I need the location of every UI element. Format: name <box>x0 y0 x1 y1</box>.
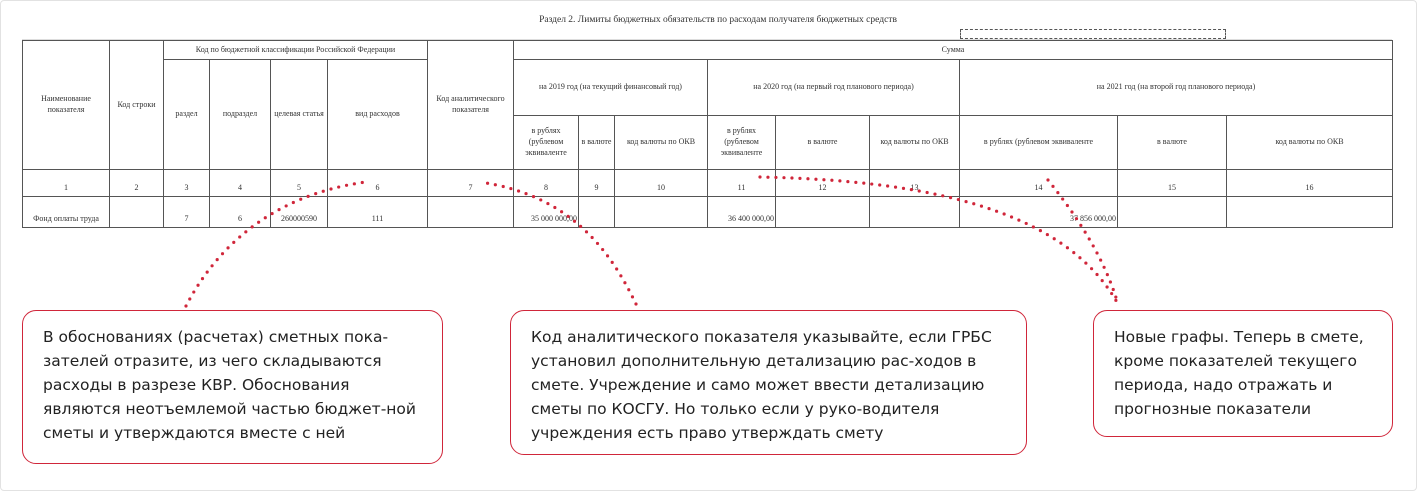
cell-vid: 111 <box>327 196 428 228</box>
header-name: Наименование показателя <box>22 40 110 170</box>
header-rub-2019: в рублях (рублевом эквиваленте <box>513 115 579 170</box>
connector-kvr <box>184 180 368 308</box>
cell-rub-2021: 37 856 000,00 <box>959 196 1118 228</box>
cell-razdel: 7 <box>163 196 210 228</box>
connector-analytic <box>478 180 638 306</box>
col-num: 15 <box>1117 169 1227 197</box>
header-2019: на 2019 год (на текущий финансовый год) <box>513 59 708 116</box>
table-row: Фонд оплаты труда 7 6 260000590 111 35 0… <box>22 196 1393 228</box>
header-podrazdel: подраздел <box>209 59 271 170</box>
header-okv-2021: код валюты по ОКВ <box>1226 115 1393 170</box>
cell-analytic <box>427 196 514 228</box>
column-numbers-row: 1 2 3 4 5 6 7 8 9 10 11 12 13 14 15 16 <box>22 169 1393 197</box>
blank-row <box>22 30 1392 40</box>
callout-new-columns: Новые графы. Теперь в смете, кроме показ… <box>1093 310 1393 437</box>
header-line-code: Код строки <box>109 40 164 170</box>
col-num: 13 <box>869 169 960 197</box>
cell-name: Фонд оплаты труда <box>22 196 110 228</box>
col-num: 4 <box>209 169 271 197</box>
header-razdel: раздел <box>163 59 210 170</box>
header-cur-2020: в валюте <box>775 115 870 170</box>
callout-analytic-code: Код аналитического показателя указывайте… <box>510 310 1027 455</box>
header-vid: вид расходов <box>327 59 428 170</box>
cell-podrazdel: 6 <box>209 196 271 228</box>
cell-code <box>109 196 164 228</box>
callout-kvr: В обоснованиях (расчетах) сметных пока-з… <box>22 310 443 464</box>
cell-cur-2019 <box>578 196 615 228</box>
cell-rub-2019: 35 000 000,00 <box>513 196 579 228</box>
header-2020: на 2020 год (на первый год планового пер… <box>707 59 960 116</box>
dashed-selection <box>960 29 1226 39</box>
col-num: 1 <box>22 169 110 197</box>
col-num: 16 <box>1226 169 1393 197</box>
connector-new-columns-b <box>1046 178 1120 306</box>
cell-rub-2020: 36 400 000,00 <box>707 196 776 228</box>
cell-target: 260000590 <box>270 196 328 228</box>
cell-okv-2020 <box>869 196 960 228</box>
section-title: Раздел 2. Лимиты бюджетных обязательств … <box>539 15 897 25</box>
cell-okv-2021 <box>1226 196 1393 228</box>
header-target: целевая статья <box>270 59 328 170</box>
cell-cur-2021 <box>1117 196 1227 228</box>
header-okv-2020: код валюты по ОКВ <box>869 115 960 170</box>
connector-new-columns-a <box>758 175 1120 306</box>
limits-table: Наименование показателя Код строки Код п… <box>22 40 1393 228</box>
header-analytic: Код аналитического показателя <box>427 40 514 170</box>
